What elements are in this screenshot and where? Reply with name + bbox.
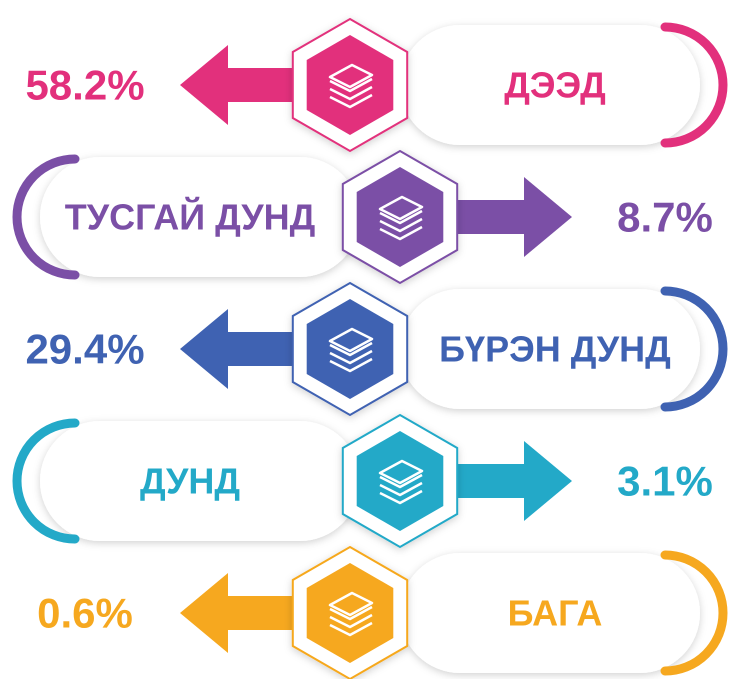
arrow: [180, 45, 320, 125]
book-top: [328, 327, 374, 353]
item-row: ДУНД 3.1%: [12, 413, 713, 549]
book-icon: [328, 327, 374, 373]
hex: [306, 299, 394, 399]
book-page: [379, 225, 423, 241]
book-top: [328, 591, 374, 617]
hex: [306, 563, 394, 663]
book-icon: [328, 63, 374, 109]
label-box: [40, 421, 360, 541]
book-page: [329, 613, 373, 629]
book-page: [329, 77, 373, 93]
label-box: [400, 553, 700, 673]
arrow: [430, 177, 572, 257]
category-label: ТУСГАЙ ДУНД: [65, 196, 316, 238]
book-top: [378, 195, 424, 221]
percent-value: 58.2%: [25, 62, 144, 109]
book-top: [378, 459, 424, 485]
book-page: [329, 357, 373, 373]
percent-value: 0.6%: [37, 590, 133, 637]
book-page: [379, 481, 423, 497]
book-top: [328, 63, 374, 89]
bracket: [660, 22, 728, 148]
hex: [306, 35, 394, 135]
book-icon: [378, 459, 424, 505]
label-box: [40, 157, 360, 277]
book-page: [379, 489, 423, 505]
item-row: ДЭЭД 58.2%: [25, 17, 728, 153]
percent-value: 3.1%: [617, 458, 713, 505]
hex: [356, 167, 444, 267]
book-page: [329, 349, 373, 365]
item-row: БАГА 0.6%: [37, 545, 728, 679]
category-label: БҮРЭН ДУНД: [439, 329, 671, 370]
book-page: [329, 93, 373, 109]
book-page: [329, 621, 373, 637]
arrow: [180, 309, 320, 389]
bracket: [12, 418, 80, 544]
item-row: ТУСГАЙ ДУНД 8.7%: [12, 149, 713, 285]
book-page: [379, 473, 423, 489]
bracket: [12, 154, 80, 280]
item-row: БҮРЭН ДУНД 29.4%: [25, 281, 728, 417]
arrow: [180, 573, 320, 653]
book-page: [379, 209, 423, 225]
label-box: [400, 25, 700, 145]
book-page: [379, 217, 423, 233]
category-label: ДЭЭД: [504, 65, 606, 106]
bracket: [660, 550, 728, 676]
book-icon: [378, 195, 424, 241]
label-box: [400, 289, 700, 409]
category-label: БАГА: [508, 593, 603, 634]
book-page: [329, 85, 373, 101]
percent-value: 8.7%: [617, 194, 713, 241]
category-label: ДУНД: [140, 461, 240, 502]
book-icon: [328, 591, 374, 637]
percent-value: 29.4%: [25, 326, 144, 373]
book-page: [329, 605, 373, 621]
book-page: [329, 341, 373, 357]
arrow: [430, 441, 572, 521]
hex: [356, 431, 444, 531]
bracket: [660, 286, 728, 412]
